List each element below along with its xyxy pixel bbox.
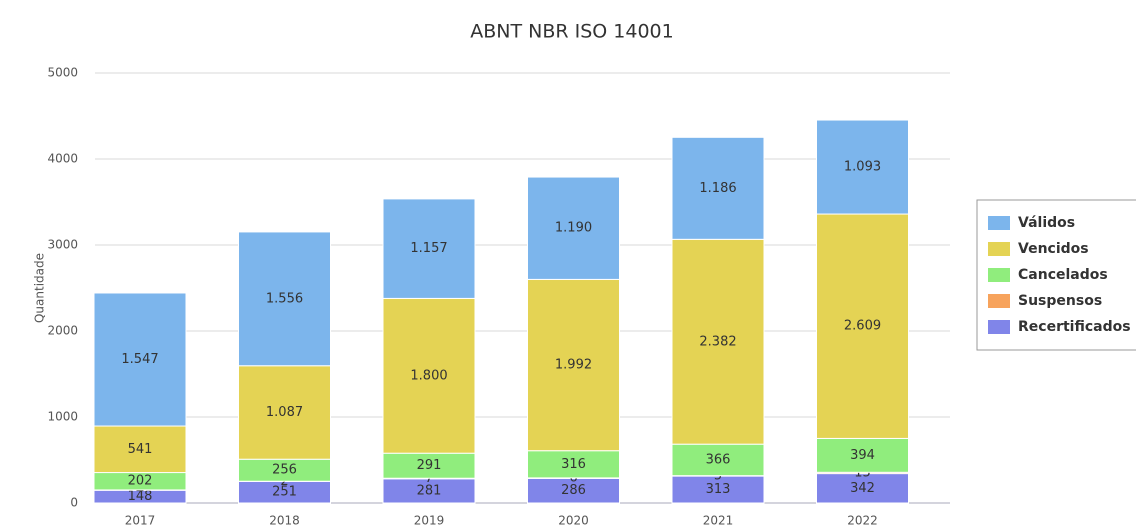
data-label: 366	[706, 452, 731, 467]
x-tick-label: 2020	[558, 514, 589, 528]
bar-segment	[93, 292, 187, 427]
bar-segment	[816, 213, 909, 439]
data-label: 1.093	[844, 160, 881, 175]
x-tick-label: 2018	[269, 514, 300, 528]
legend-label: Vencidos	[1018, 241, 1089, 257]
data-label: 394	[850, 448, 875, 463]
data-label: 1.157	[410, 241, 447, 256]
data-label: 281	[417, 483, 442, 498]
bar-segment	[527, 176, 620, 280]
bar-segment	[93, 425, 187, 474]
data-label: 251	[272, 485, 297, 500]
x-tick-label: 2017	[125, 514, 156, 528]
chart-title: ABNT NBR ISO 14001	[470, 21, 673, 43]
data-label: 291	[417, 458, 442, 473]
bar-segment	[816, 473, 909, 504]
data-label: 286	[561, 483, 586, 498]
data-label: 1.190	[555, 221, 592, 236]
data-label: 1.556	[266, 291, 303, 306]
y-tick-label: 2000	[47, 324, 78, 338]
data-label: 202	[128, 474, 153, 489]
data-label: 1.992	[555, 358, 592, 373]
bar-segment	[671, 136, 765, 240]
y-axis-label: Quantidade	[33, 253, 47, 323]
legend-label: Suspensos	[1018, 293, 1102, 309]
x-tick-label: 2019	[414, 514, 445, 528]
bar-segment	[671, 443, 765, 477]
bar-segment	[527, 477, 620, 504]
legend-label: Válidos	[1018, 215, 1075, 231]
data-label: 316	[561, 457, 586, 472]
data-label: 342	[850, 481, 875, 496]
data-label: 541	[128, 442, 153, 457]
bar-segment	[671, 475, 765, 504]
bar-segment	[527, 278, 620, 452]
data-label: 1.087	[266, 405, 303, 420]
bar-segment	[816, 437, 909, 473]
y-tick-label: 4000	[47, 152, 78, 166]
data-label: 1.800	[410, 368, 447, 383]
legend-swatch	[988, 320, 1010, 334]
bar-segment	[382, 297, 476, 454]
legend-swatch	[988, 294, 1010, 308]
y-tick-label: 1000	[47, 410, 78, 424]
data-label: 313	[706, 482, 731, 497]
bar-segment	[527, 450, 620, 479]
bar-segment	[671, 238, 765, 445]
legend-label: Cancelados	[1018, 267, 1108, 283]
legend-swatch	[988, 216, 1010, 230]
data-label: 148	[128, 489, 153, 504]
y-tick-label: 0	[70, 496, 78, 510]
bar-segment	[816, 119, 909, 215]
bar-segment	[238, 365, 331, 460]
x-tick-label: 2021	[703, 514, 734, 528]
data-label: 1.186	[699, 181, 736, 196]
data-label: 1.547	[121, 352, 158, 367]
x-tick-label: 2022	[847, 514, 878, 528]
legend-swatch	[988, 242, 1010, 256]
y-tick-label: 5000	[47, 66, 78, 80]
bar-segment	[382, 198, 476, 299]
data-label: 256	[272, 463, 297, 478]
data-label: 2.382	[699, 334, 736, 349]
bar-segment	[238, 231, 331, 367]
legend-label: Recertificados	[1018, 319, 1131, 335]
data-label: 2.609	[844, 319, 881, 334]
legend-swatch	[988, 268, 1010, 282]
y-tick-label: 3000	[47, 238, 78, 252]
